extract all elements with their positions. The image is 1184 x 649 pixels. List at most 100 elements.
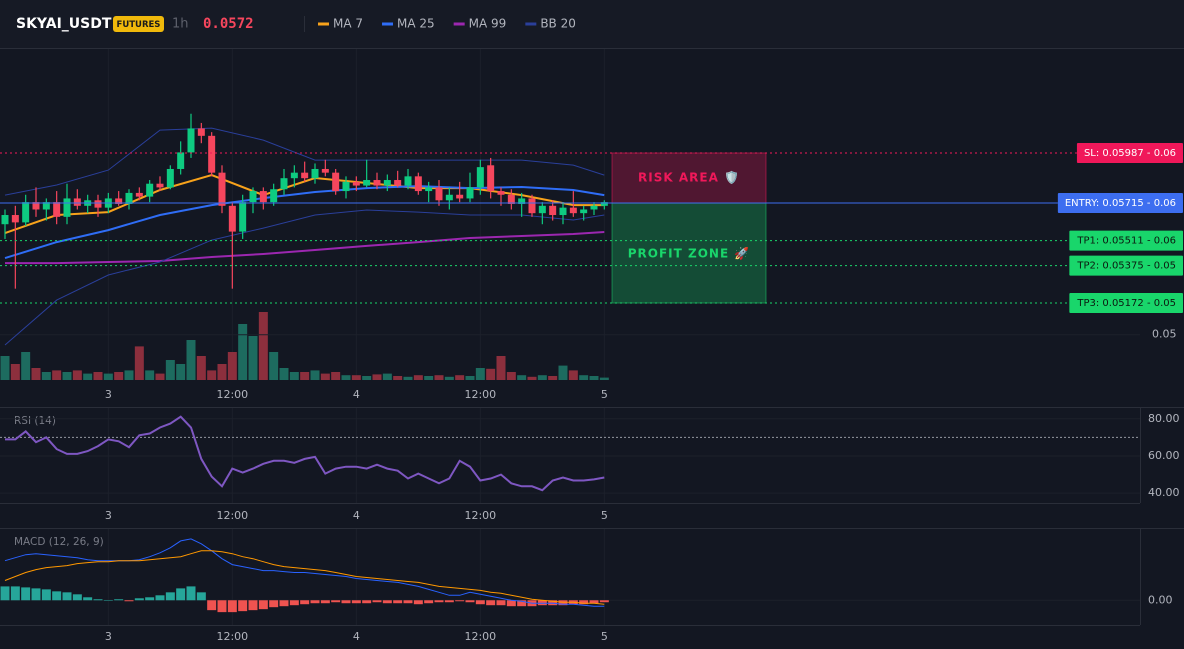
macd-line xyxy=(4,538,605,607)
macd-histogram xyxy=(351,600,361,604)
macd-histogram xyxy=(145,597,155,601)
macd-histogram xyxy=(207,600,217,611)
macd-histogram xyxy=(393,600,403,604)
macd-histogram xyxy=(372,600,382,603)
x-tick-label: 3 xyxy=(105,388,112,401)
volume-bar xyxy=(10,364,20,380)
x-tick-label: 4 xyxy=(353,388,360,401)
volume-bar xyxy=(465,376,475,380)
volume-bar xyxy=(124,370,134,380)
volume-bar xyxy=(289,372,299,380)
macd-histogram xyxy=(403,600,413,604)
macd-histogram xyxy=(362,600,372,604)
volume-bar xyxy=(558,365,568,380)
volume-bar xyxy=(320,373,330,380)
volume-bar xyxy=(269,352,279,380)
candle-body xyxy=(22,202,30,223)
volume-bar xyxy=(579,375,589,380)
macd-histogram xyxy=(444,600,454,603)
volume-bar xyxy=(103,373,113,380)
macd-histogram xyxy=(475,600,485,605)
candle-body xyxy=(549,205,557,216)
volume-bar xyxy=(207,370,217,380)
candle-body xyxy=(580,209,588,214)
candle-body xyxy=(11,215,19,223)
volume-bar xyxy=(382,373,392,380)
x-tick-label: 12:00 xyxy=(216,509,248,522)
macd-histogram xyxy=(31,588,41,601)
x-tick-label: 12:00 xyxy=(464,630,496,643)
macd-histogram xyxy=(558,600,568,606)
volume-bar xyxy=(62,372,72,380)
candle-body xyxy=(311,168,319,179)
candle-body xyxy=(239,202,247,232)
macd-histogram xyxy=(227,600,237,613)
macd-histogram xyxy=(599,600,609,603)
candle-body xyxy=(228,205,236,232)
panel-title: MACD (12, 26, 9) xyxy=(14,536,104,548)
volume-bar xyxy=(134,346,144,380)
candle-body xyxy=(425,187,433,192)
y-tick-label: 40.00 xyxy=(1148,486,1180,499)
macd-histogram xyxy=(465,600,475,603)
macd-histogram xyxy=(186,586,196,601)
level-label: ENTRY: 0.05715 - 0.06 xyxy=(1065,198,1176,209)
candle-body xyxy=(42,202,50,210)
volume-bar xyxy=(589,376,599,380)
macd-histogram xyxy=(496,600,506,606)
volume-bar xyxy=(258,312,268,380)
volume-bar xyxy=(83,373,93,380)
candle-body xyxy=(414,176,422,192)
candle-body xyxy=(115,198,123,204)
candle-body xyxy=(1,215,9,225)
symbol: SKYAI_USDT xyxy=(16,16,112,32)
volume-bar xyxy=(506,372,516,380)
volume-bar xyxy=(424,376,434,380)
candle-body xyxy=(249,191,257,203)
macd-histogram xyxy=(52,591,62,601)
volume-bar xyxy=(362,376,372,380)
volume-bar xyxy=(0,356,10,380)
candle-body xyxy=(497,191,505,195)
volume-bar xyxy=(248,336,258,380)
macd-histogram xyxy=(310,600,320,604)
macd-histogram xyxy=(579,600,589,605)
macd-histogram xyxy=(517,600,527,607)
volume-bar xyxy=(372,374,382,380)
macd-histogram xyxy=(300,600,310,605)
badge-bg xyxy=(113,16,164,32)
bb-band xyxy=(4,127,605,196)
candle-body xyxy=(487,165,495,192)
zone-label: PROFIT ZONE 🚀 xyxy=(628,247,751,261)
y-tick-label: 60.00 xyxy=(1148,449,1180,462)
volume-bar xyxy=(548,376,558,380)
candle-body xyxy=(507,194,515,204)
macd-histogram xyxy=(72,594,82,601)
macd-histogram xyxy=(124,600,134,602)
macd-histogram xyxy=(114,599,124,601)
volume-bar xyxy=(444,376,454,380)
candle-body xyxy=(32,202,40,210)
volume-bar xyxy=(300,372,310,380)
macd-histogram xyxy=(424,600,434,604)
x-tick-label: 12:00 xyxy=(464,509,496,522)
x-tick-label: 5 xyxy=(601,509,608,522)
x-tick-label: 12:00 xyxy=(216,630,248,643)
candle-body xyxy=(259,191,267,203)
volume-bar xyxy=(227,352,237,380)
level-tag xyxy=(1069,230,1183,251)
volume-bar xyxy=(486,368,496,380)
volume-bar xyxy=(455,375,465,380)
volume-bar xyxy=(186,340,196,380)
candle-body xyxy=(342,181,350,192)
volume-bar xyxy=(93,372,103,380)
candle-body xyxy=(538,205,546,214)
x-tick-label: 3 xyxy=(105,630,112,643)
y-tick-label: 80.00 xyxy=(1148,412,1180,425)
candle-body xyxy=(321,168,329,173)
macd-histogram xyxy=(155,595,165,601)
rsi-line xyxy=(5,415,605,492)
volume-bar xyxy=(393,376,403,380)
